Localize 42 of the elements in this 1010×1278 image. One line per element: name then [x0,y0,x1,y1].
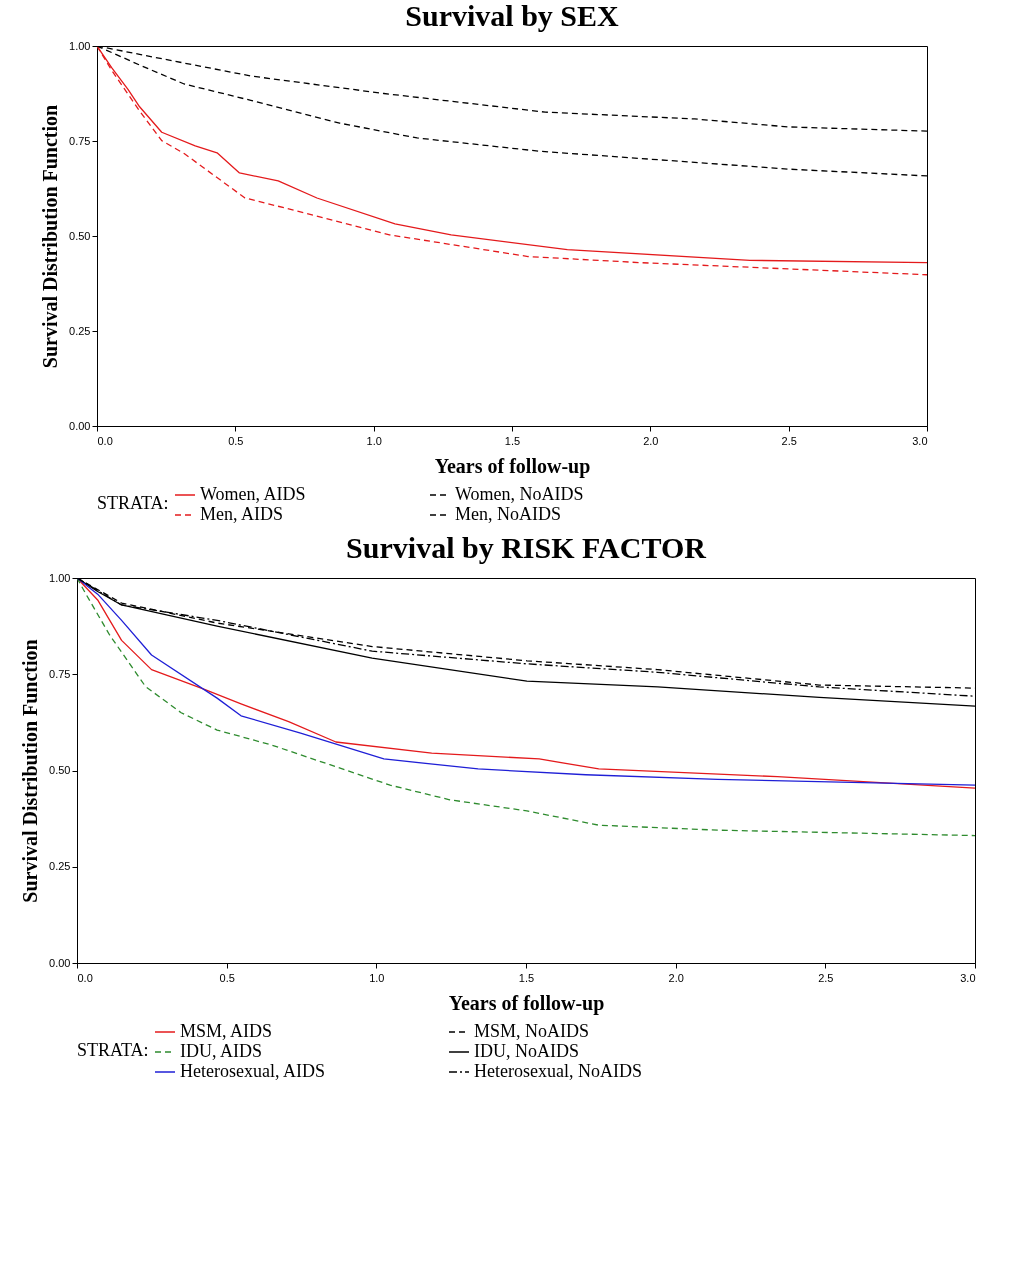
x-tick-label: 3.0 [960,971,976,984]
y-tick-label: 0.25 [69,324,91,337]
x-tick-label: 0.0 [97,434,113,447]
y-tick-label: 1.00 [49,571,71,584]
chart-title: Survival by SEX [405,0,620,32]
y-tick-label: 0.50 [69,229,91,242]
y-tick-label: 0.75 [49,667,71,680]
legend-label: Women, AIDS [200,484,306,504]
y-tick-label: 0.50 [49,764,71,776]
y-tick-label: 1.00 [69,39,91,52]
x-tick-label: 2.0 [668,971,684,984]
y-tick-label: 0.00 [69,419,91,432]
legend-label: IDU, NoAIDS [474,1041,579,1061]
chart-title: Survival by RISK FACTOR [346,531,707,564]
legend-label: Men, AIDS [200,504,284,524]
y-axis-title: Survival Distribution Function [39,104,62,369]
legend-label: Men, NoAIDS [455,504,561,524]
x-tick-label: 0.5 [219,971,235,984]
x-axis-title: Years of follow-up [448,991,605,1015]
x-tick-label: 1.0 [366,434,382,447]
y-tick-label: 0.75 [69,134,91,147]
legend-label: IDU, AIDS [180,1041,263,1061]
x-tick-label: 2.5 [781,434,797,447]
y-tick-label: 0.25 [49,860,71,873]
legend-label: Heterosexual, AIDS [180,1061,325,1081]
legend-label: Women, NoAIDS [455,484,584,504]
x-axis-title: Years of follow-up [434,454,591,478]
x-tick-label: 2.5 [818,971,834,984]
x-tick-label: 0.0 [77,971,93,984]
x-tick-label: 2.0 [643,434,659,447]
y-tick-label: 0.00 [49,956,71,969]
x-tick-label: 1.0 [369,971,385,984]
legend-label: MSM, AIDS [180,1021,273,1041]
legend-title: STRATA: [97,493,169,513]
x-tick-label: 1.5 [504,434,521,447]
x-tick-label: 1.5 [518,971,535,984]
legend-label: MSM, NoAIDS [474,1021,590,1041]
y-axis-title: Survival Distribution Function [19,639,42,903]
x-tick-label: 3.0 [912,434,928,447]
legend-title: STRATA: [77,1040,149,1060]
legend-label: Heterosexual, NoAIDS [474,1061,642,1081]
x-tick-label: 0.5 [228,434,244,447]
